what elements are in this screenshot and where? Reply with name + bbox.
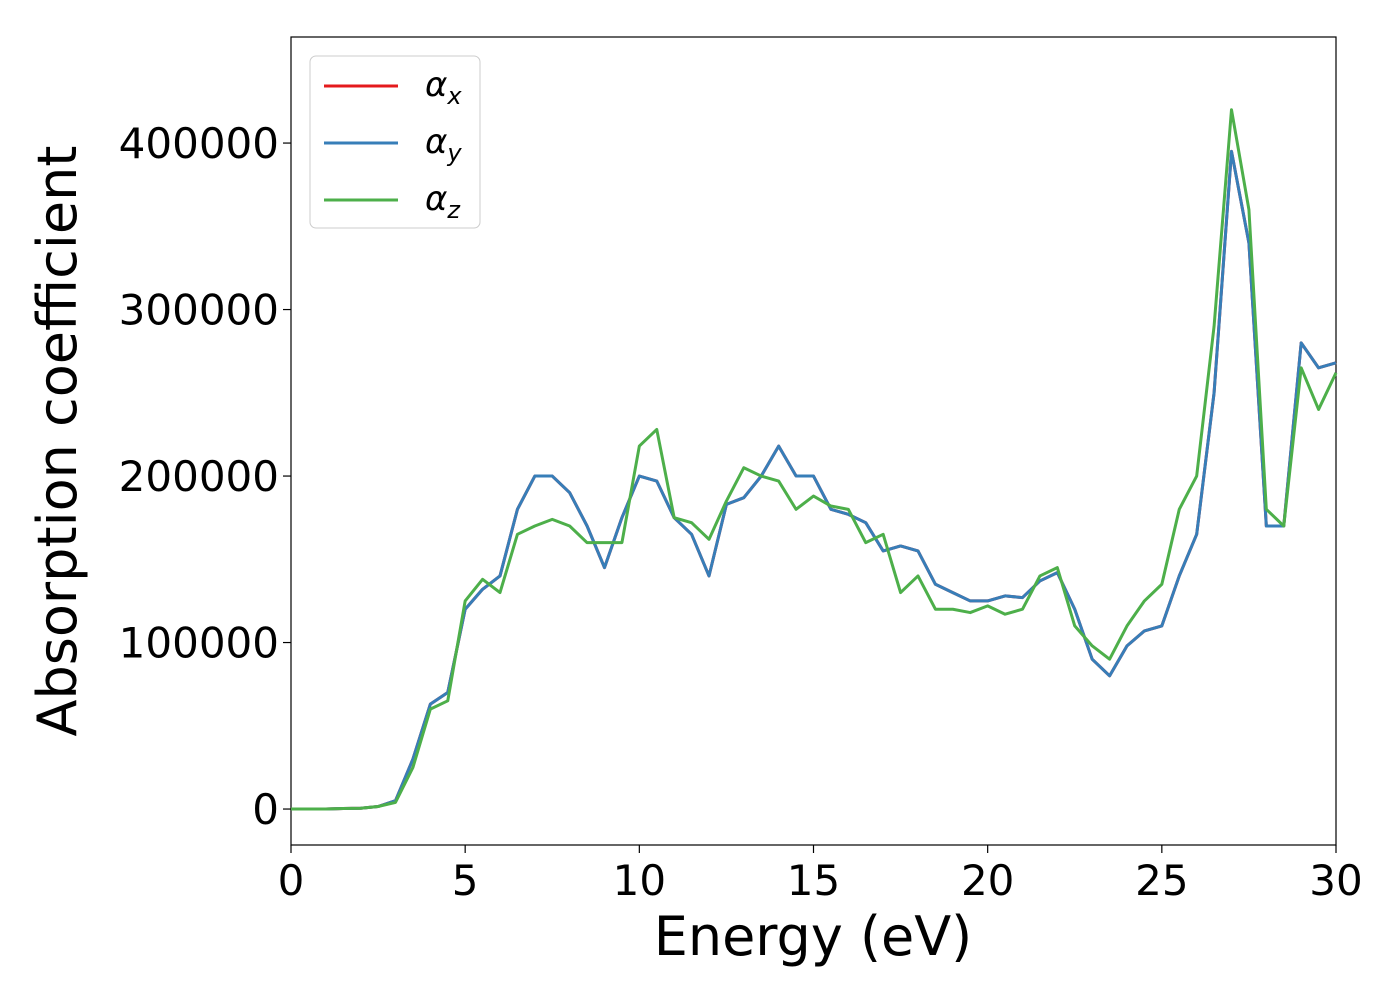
legend-label: αx	[425, 65, 462, 110]
data-line	[291, 149, 1337, 811]
y-axis-label: Absorption coefficient	[26, 146, 89, 737]
x-tick-label: 25	[1135, 856, 1188, 905]
x-tick-label: 20	[961, 856, 1014, 905]
x-tick-label: 5	[452, 856, 479, 905]
x-tick-label: 30	[1309, 856, 1362, 905]
x-tick-label: 10	[613, 856, 666, 905]
y-tick-label: 100000	[119, 619, 279, 668]
data-line	[291, 108, 1338, 811]
x-axis-label: Energy (eV)	[654, 905, 973, 968]
y-tick-label: 400000	[119, 119, 279, 168]
y-tick-label: 0	[252, 785, 279, 834]
x-tick-label: 15	[787, 856, 840, 905]
y-tick-label: 300000	[119, 286, 279, 335]
y-tick-label: 200000	[119, 452, 279, 501]
data-line	[291, 149, 1337, 811]
legend-label: αz	[425, 179, 461, 224]
legend-label: αy	[425, 122, 462, 167]
x-tick-label: 0	[278, 856, 305, 905]
